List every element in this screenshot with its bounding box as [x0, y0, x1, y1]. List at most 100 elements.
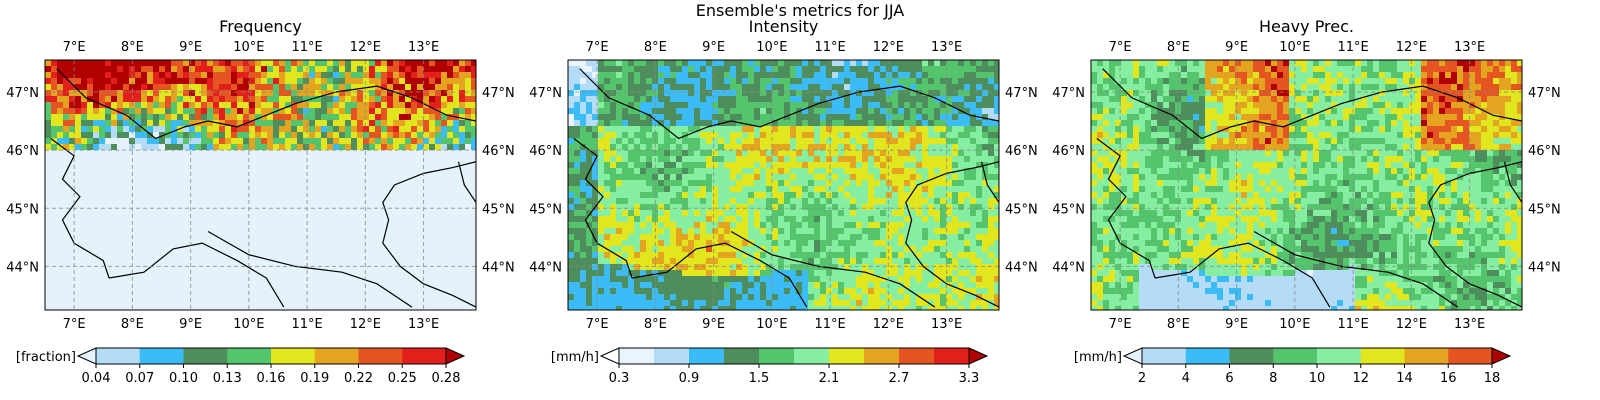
heatmap-cell [177, 168, 184, 175]
heatmap-cell [772, 66, 779, 73]
heatmap-cell [57, 294, 64, 301]
heatmap-cell [225, 192, 232, 199]
heatmap-cell [453, 180, 460, 187]
heatmap-cell [45, 222, 52, 229]
heatmap-cell [297, 90, 304, 97]
heatmap-cell [117, 168, 124, 175]
heatmap-cell [646, 102, 653, 109]
heatmap-cell [159, 60, 166, 67]
heatmap-cell [189, 222, 196, 229]
heatmap-cell [141, 72, 148, 79]
heatmap-cell [45, 102, 52, 109]
heatmap-cell [171, 150, 178, 157]
heatmap-cell [69, 174, 76, 181]
heatmap-cell [213, 108, 220, 115]
heatmap-cell [646, 66, 653, 73]
heatmap-cell [141, 294, 148, 301]
heatmap-cell [393, 66, 400, 73]
heatmap-cell [928, 162, 935, 169]
heatmap-cell [321, 120, 328, 127]
heatmap-cell [63, 114, 70, 121]
heatmap-cell [405, 144, 412, 151]
heatmap-cell [231, 252, 238, 259]
heatmap-cell [219, 96, 226, 103]
heatmap-cell [868, 168, 875, 175]
heatmap-cell [417, 186, 424, 193]
heatmap-cell [363, 258, 370, 265]
heatmap-cell [988, 96, 995, 103]
heatmap-cell [387, 66, 394, 73]
heatmap-cell [850, 174, 857, 181]
heatmap-cell [760, 162, 767, 169]
heatmap-cell [231, 90, 238, 97]
heatmap-cell [658, 72, 665, 79]
heatmap-cell [387, 114, 394, 121]
heatmap-cell [219, 72, 226, 79]
heatmap-cell [81, 240, 88, 247]
heatmap-cell [267, 186, 274, 193]
heatmap-cell [351, 168, 358, 175]
heatmap-cell [297, 252, 304, 259]
heatmap-cell [393, 186, 400, 193]
heatmap-cell [87, 144, 94, 151]
heatmap-cell [87, 60, 94, 67]
heatmap-cell [748, 162, 755, 169]
heatmap-cell [411, 90, 418, 97]
heatmap-cell [171, 288, 178, 295]
heatmap-cell [844, 132, 851, 139]
heatmap-cell [147, 132, 154, 139]
heatmap-cell [766, 156, 773, 163]
heatmap-cell [892, 150, 899, 157]
heatmap-cell [976, 174, 983, 181]
heatmap-cell [706, 120, 713, 127]
heatmap-cell [646, 126, 653, 133]
heatmap-cell [850, 102, 857, 109]
heatmap-cell [57, 240, 64, 247]
heatmap-cell [213, 210, 220, 217]
heatmap-cell [249, 150, 256, 157]
heatmap-cell [291, 126, 298, 133]
colorbar-tick-label: 0.07 [125, 371, 154, 386]
heatmap-cell [297, 108, 304, 115]
heatmap-cell [922, 210, 929, 217]
heatmap-cell [63, 132, 70, 139]
heatmap-cell [820, 144, 827, 151]
heatmap-cell [171, 156, 178, 163]
heatmap-cell [778, 102, 785, 109]
heatmap-cell [309, 282, 316, 289]
heatmap-cell [994, 156, 999, 163]
heatmap-cell [802, 120, 809, 127]
heatmap-cell [598, 150, 605, 157]
heatmap-cell [706, 174, 713, 181]
heatmap-cell [87, 186, 94, 193]
heatmap-cell [814, 84, 821, 91]
heatmap-cell [964, 120, 971, 127]
heatmap-cell [69, 234, 76, 241]
heatmap-cell [399, 96, 406, 103]
heatmap-cell [81, 288, 88, 295]
heatmap-cell [285, 300, 292, 307]
heatmap-cell [387, 162, 394, 169]
heatmap-cell [994, 198, 999, 205]
heatmap-cell [75, 168, 82, 175]
heatmap-cell [327, 156, 334, 163]
heatmap-cell [57, 156, 64, 163]
heatmap-cell [982, 72, 989, 79]
heatmap-cell [760, 120, 767, 127]
heatmap-cell [51, 186, 58, 193]
heatmap-cell [339, 228, 346, 235]
heatmap-cell [856, 162, 863, 169]
heatmap-cell [153, 180, 160, 187]
heatmap-cell [153, 246, 160, 253]
heatmap-cell [868, 114, 875, 121]
heatmap-cell [970, 174, 977, 181]
heatmap-cell [225, 186, 232, 193]
heatmap-cell [592, 162, 599, 169]
heatmap-cell [303, 60, 310, 67]
heatmap-cell [580, 126, 587, 133]
heatmap-cell [838, 66, 845, 73]
heatmap-cell [261, 84, 268, 91]
heatmap-cell [351, 132, 358, 139]
heatmap-cell [303, 276, 310, 283]
heatmap-cell [766, 192, 773, 199]
